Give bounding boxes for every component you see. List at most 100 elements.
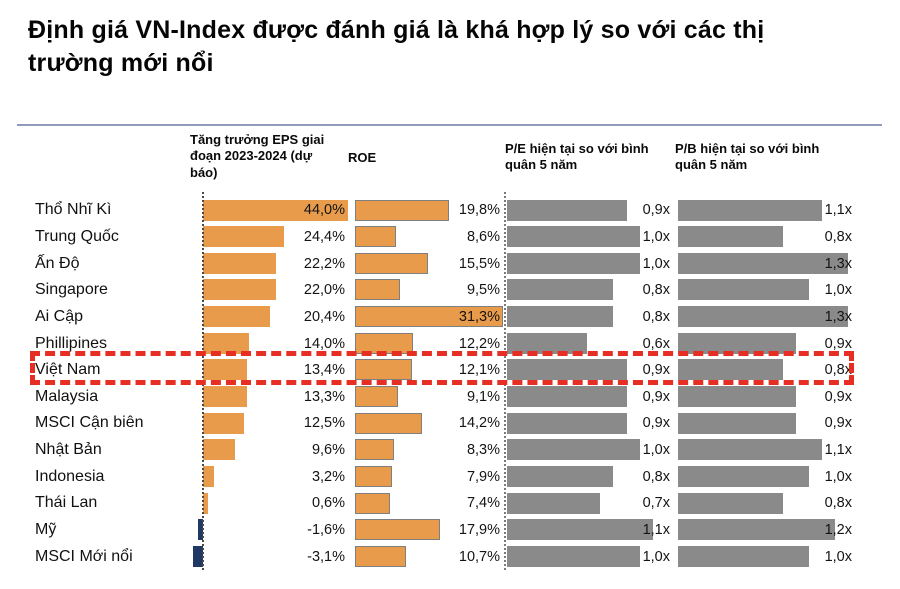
table-row: Thái Lan 0,6% 7,4% 0,7x 0,8x (0, 490, 900, 517)
ratio-value: 1,3x (824, 255, 852, 272)
eps-bar (203, 412, 245, 434)
eps-value: -1,6% (307, 522, 345, 538)
table-row: Ai Cập 20,4% 31,3% 0,8x 1,3x (0, 304, 900, 331)
ratio-value: 0,8x (642, 282, 670, 299)
eps-cell: -3,1% (192, 543, 348, 570)
roe-value: 9,5% (466, 282, 500, 299)
table-row: Trung Quốc 24,4% 8,6% 1,0x 0,8x (0, 224, 900, 251)
ratio-cell: 1,0x (678, 463, 852, 490)
ratio-bar (507, 252, 640, 274)
eps-bar (203, 492, 208, 514)
roe-value: 14,2% (458, 415, 500, 432)
roe-bar (355, 492, 390, 514)
ratio-value: 0,9x (824, 415, 852, 432)
ratio-cell: 1,0x (507, 250, 670, 277)
ratio-value: 1,0x (824, 548, 852, 565)
eps-value: 13,4% (303, 362, 345, 379)
ratio-bar (507, 279, 614, 301)
eps-cell: 12,5% (203, 410, 348, 437)
roe-value: 12,1% (458, 362, 500, 379)
column-header-roe: ROE (348, 150, 377, 165)
table-row: Nhật Bản 9,6% 8,3% 1,0x 1,1x (0, 437, 900, 464)
row-label: Nhật Bản (35, 441, 102, 459)
ratio-cell: 1,0x (678, 277, 852, 304)
eps-value: 13,3% (303, 388, 345, 405)
ratio-cell: 0,9x (507, 197, 670, 224)
ratio-value: 0,9x (642, 202, 670, 219)
roe-cell: 7,9% (355, 463, 503, 490)
table-row: Singapore 22,0% 9,5% 0,8x 1,0x (0, 277, 900, 304)
ratio-value: 1,2x (824, 522, 852, 538)
roe-cell: 12,1% (355, 357, 503, 384)
ratio-bar (507, 359, 627, 381)
eps-bar (203, 306, 271, 328)
eps-bar (203, 252, 277, 274)
roe-cell: 9,5% (355, 277, 503, 304)
roe-bar (355, 439, 395, 461)
eps-bar (203, 279, 276, 301)
roe-value: 8,3% (466, 442, 500, 459)
ratio-bar (678, 439, 823, 461)
roe-bar (355, 385, 399, 407)
roe-value: 17,9% (458, 522, 500, 538)
roe-value: 12,2% (458, 335, 500, 352)
eps-bar (203, 385, 247, 407)
eps-value: 14,0% (303, 335, 345, 352)
row-label: Việt Nam (35, 361, 101, 379)
roe-value: 7,9% (466, 468, 500, 485)
eps-bar (203, 439, 235, 461)
ratio-cell: 0,9x (507, 357, 670, 384)
ratio-bar (507, 465, 614, 487)
ratio-cell: 0,8x (507, 304, 670, 331)
roe-bar (355, 359, 413, 381)
ratio-cell: 1,0x (507, 224, 670, 251)
ratio-cell: 1,1x (678, 197, 852, 224)
ratio-bar (507, 226, 640, 248)
ratio-value: 0,7x (642, 495, 670, 512)
eps-value: 22,2% (303, 255, 345, 272)
ratio-value: 1,0x (824, 282, 852, 299)
row-label: Mỹ (35, 521, 57, 538)
ratio-bar (678, 332, 796, 354)
roe-value: 10,7% (458, 548, 500, 565)
eps-value: 44,0% (303, 202, 345, 219)
eps-cell: 24,4% (203, 224, 348, 251)
ratio-cell: 1,2x (678, 517, 852, 544)
table-row: MSCI Mới nổi -3,1% 10,7% 1,0x 1,0x (0, 543, 900, 570)
eps-cell: 3,2% (203, 463, 348, 490)
eps-cell: 0,6% (203, 490, 348, 517)
ratio-bar (507, 385, 627, 407)
ratio-cell: 1,0x (678, 543, 852, 570)
roe-bar (355, 279, 400, 301)
table-row: Indonesia 3,2% 7,9% 0,8x 1,0x (0, 463, 900, 490)
eps-cell: 22,2% (203, 250, 348, 277)
roe-cell: 31,3% (355, 304, 504, 331)
roe-bar (355, 306, 504, 328)
row-label: Singapore (35, 281, 108, 299)
ratio-cell: 1,3x (678, 250, 852, 277)
eps-bar (192, 545, 203, 567)
ratio-cell: 0,9x (507, 410, 670, 437)
eps-value: -3,1% (307, 548, 345, 565)
title-divider (17, 124, 882, 126)
roe-cell: 7,4% (355, 490, 503, 517)
ratio-value: 0,8x (824, 495, 852, 512)
table-row: Ấn Độ 22,2% 15,5% 1,0x 1,3x (0, 250, 900, 277)
roe-bar (355, 465, 393, 487)
eps-value: 0,6% (311, 495, 345, 512)
row-label: Ai Cập (35, 307, 84, 325)
pe-axis-baseline (504, 192, 506, 570)
table-row: Phillipines 14,0% 12,2% 0,6x 0,9x (0, 330, 900, 357)
table-row: Mỹ -1,6% 17,9% 1,1x 1,2x (0, 517, 900, 544)
eps-cell: 44,0% (203, 197, 349, 224)
row-label: MSCI Mới nổi (35, 547, 133, 565)
row-label: Trung Quốc (35, 227, 119, 245)
ratio-bar (678, 412, 796, 434)
ratio-value: 1,0x (642, 228, 670, 245)
eps-bar (203, 359, 248, 381)
ratio-value: 0,6x (642, 335, 670, 352)
roe-cell: 15,5% (355, 250, 503, 277)
roe-cell: 10,7% (355, 543, 503, 570)
eps-value: 24,4% (303, 228, 345, 245)
chart-rows: Thổ Nhĩ Kì 44,0% 19,8% 0,9x 1,1x Trung Quốc 24… (0, 197, 900, 570)
